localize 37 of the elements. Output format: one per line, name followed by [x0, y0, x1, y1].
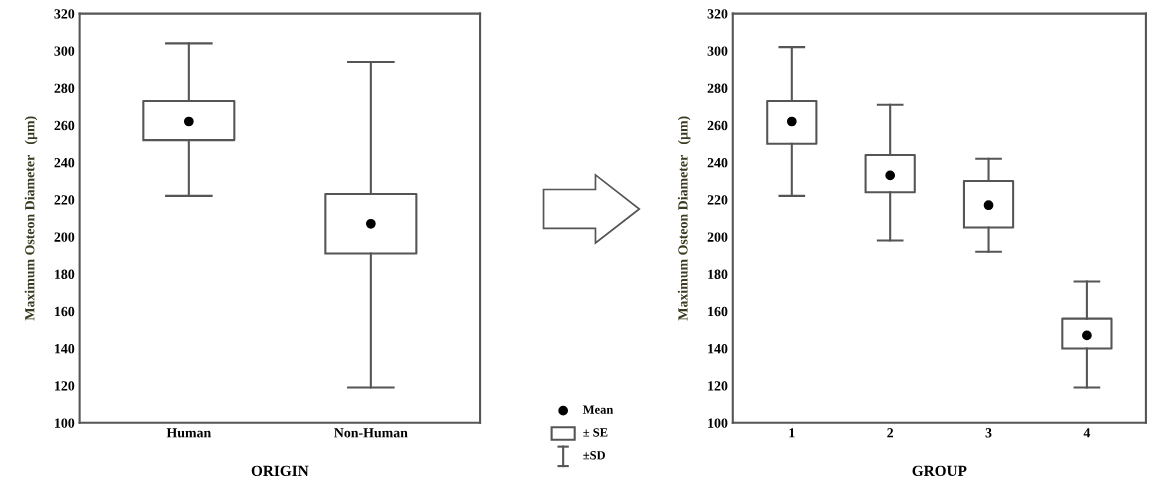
y-tick-label: 220: [707, 195, 728, 205]
y-tick-label: 120: [708, 381, 728, 391]
y-tick-label: 260: [707, 120, 728, 131]
y-tick-label: 300: [707, 46, 728, 56]
y-tick-label: 180: [708, 269, 728, 279]
y-tick-label: 160: [55, 306, 75, 317]
x-axis-title: ORIGIN: [251, 465, 309, 477]
text: ±SD: [583, 451, 605, 460]
y-tick-label: 320: [54, 9, 75, 19]
x-tick-label: 3: [985, 428, 992, 438]
x-tick-label: Non-Human: [334, 428, 408, 438]
y-tick-label: 180: [55, 269, 75, 279]
y-tick-label: 220: [54, 195, 75, 205]
y-tick-label: 320: [707, 9, 728, 19]
text: ± SE: [583, 428, 608, 437]
x-tick-label: 2: [887, 428, 894, 438]
x-tick-label: 4: [1083, 428, 1091, 438]
y-tick-label: 100: [55, 418, 75, 428]
y-tick-label: 240: [54, 158, 75, 168]
y-tick-label: 140: [708, 344, 728, 354]
y-tick-label: 200: [707, 232, 728, 242]
y-tick-label: 160: [708, 306, 728, 317]
y-tick-label: 120: [55, 381, 75, 391]
x-axis-title: GROUP: [912, 465, 967, 477]
y-tick-label: 100: [708, 418, 728, 428]
y-tick-label: 240: [707, 158, 728, 168]
y-axis-title: Maximum Osteon Diameter (µm): [24, 116, 38, 321]
y-tick-label: 260: [54, 120, 75, 131]
x-tick-label: Human: [166, 428, 212, 438]
y-tick-label: 140: [55, 344, 75, 354]
y-axis-title: Maximum Osteon Diameter (µm): [677, 116, 691, 321]
x-tick-label: 1: [789, 428, 795, 438]
text: Mean: [582, 405, 614, 414]
y-tick-label: 280: [707, 83, 728, 93]
y-tick-label: 200: [54, 232, 75, 242]
y-tick-label: 280: [54, 83, 75, 93]
y-tick-label: 300: [54, 46, 75, 56]
